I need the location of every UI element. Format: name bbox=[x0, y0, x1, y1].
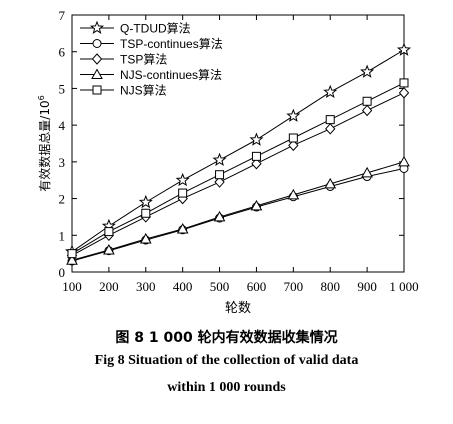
legend-entry-label: Q-TDUD算法 bbox=[120, 21, 191, 36]
data-point-series-3 bbox=[176, 223, 189, 234]
data-point-series-4 bbox=[215, 170, 225, 180]
legend-marker bbox=[92, 39, 102, 48]
data-point-series-4 bbox=[67, 249, 77, 259]
data-point-series-3 bbox=[66, 254, 78, 265]
data-point-series-3 bbox=[250, 199, 263, 211]
y-tick-label: 2 bbox=[59, 192, 66, 207]
x-tick-label: 500 bbox=[210, 279, 230, 294]
legend-marker bbox=[89, 20, 105, 34]
chart-axis-labels: 轮数 有效数据总量/106 bbox=[37, 95, 251, 316]
data-point-series-2 bbox=[251, 157, 262, 170]
legend-entry-label: TSP-continues算法 bbox=[120, 36, 223, 51]
data-point-series-2 bbox=[214, 176, 225, 188]
figure-caption-english-line2: within 1 000 rounds bbox=[167, 380, 286, 395]
data-point-series-2 bbox=[398, 87, 410, 99]
figure-caption-chinese: 图 8 1 000 轮内有效数据收集情况 bbox=[115, 330, 338, 346]
data-point-series-4 bbox=[141, 208, 151, 218]
y-tick-label: 7 bbox=[59, 8, 66, 23]
series-line-3 bbox=[71, 161, 405, 261]
data-point-series-2 bbox=[288, 139, 299, 152]
series-line-4 bbox=[71, 82, 405, 255]
data-point-series-2 bbox=[325, 123, 336, 135]
y-axis-label: 有效数据总量/106 bbox=[37, 95, 52, 191]
y-tick-label: 3 bbox=[59, 155, 66, 170]
y-tick-label: 5 bbox=[59, 81, 66, 96]
data-point-series-4 bbox=[325, 115, 335, 125]
data-point-series-4 bbox=[178, 188, 188, 198]
legend-entry-label: NJS算法 bbox=[120, 83, 167, 98]
data-point-series-3 bbox=[287, 188, 300, 200]
x-tick-label: 300 bbox=[136, 279, 156, 294]
series-line-1 bbox=[71, 167, 405, 262]
y-tick-label: 6 bbox=[59, 45, 66, 60]
legend-entry-label: NJS-continues算法 bbox=[120, 67, 222, 82]
data-point-series-3 bbox=[103, 243, 115, 255]
x-tick-label: 700 bbox=[284, 279, 304, 294]
data-point-series-0 bbox=[323, 84, 338, 99]
y-tick-label: 0 bbox=[59, 265, 66, 280]
x-tick-label: 900 bbox=[357, 279, 377, 294]
data-point-series-3 bbox=[139, 232, 152, 244]
figure-caption-english-line1: Fig 8 Situation of the collection of val… bbox=[94, 353, 359, 368]
data-point-series-3 bbox=[213, 210, 226, 222]
legend-entry-label: TSP算法 bbox=[120, 52, 167, 67]
legend-marker bbox=[91, 53, 103, 65]
data-point-series-0 bbox=[249, 132, 264, 146]
y-tick-label: 1 bbox=[59, 228, 66, 243]
data-point-series-0 bbox=[138, 194, 153, 209]
data-point-series-0 bbox=[396, 42, 412, 56]
plot-frame bbox=[71, 14, 405, 273]
chart-markers bbox=[64, 42, 412, 266]
data-point-series-0 bbox=[286, 108, 301, 122]
data-point-series-4 bbox=[288, 133, 298, 143]
legend-marker bbox=[91, 68, 103, 79]
series-line-2 bbox=[71, 92, 405, 256]
chart-axes: 0 1 2 3 4 5 6 7 100 200 300 400 500 600 700 800 900 1 000 bbox=[59, 8, 419, 294]
x-tick-label: 100 bbox=[62, 279, 82, 294]
line-chart: 0 1 2 3 4 5 6 7 100 200 300 400 500 600 700 800 900 1 000… bbox=[37, 8, 419, 316]
data-point-series-2 bbox=[361, 104, 373, 117]
x-tick-label: 400 bbox=[173, 279, 193, 294]
data-point-series-4 bbox=[104, 227, 114, 237]
y-axis-label-exponent: 6 bbox=[37, 95, 46, 100]
data-point-series-3 bbox=[324, 177, 337, 189]
data-point-series-0 bbox=[175, 172, 190, 187]
series-line-0 bbox=[71, 49, 405, 253]
data-point-series-4 bbox=[399, 78, 409, 88]
data-point-series-3 bbox=[361, 166, 373, 178]
x-tick-label: 1 000 bbox=[389, 279, 418, 294]
data-point-series-4 bbox=[362, 96, 372, 106]
x-tick-label: 200 bbox=[99, 279, 119, 294]
x-tick-label: 600 bbox=[247, 279, 267, 294]
x-axis-label: 轮数 bbox=[225, 301, 251, 316]
x-tick-label: 800 bbox=[320, 279, 340, 294]
data-point-series-4 bbox=[251, 151, 261, 161]
legend-marker bbox=[92, 85, 102, 95]
y-tick-label: 4 bbox=[59, 118, 66, 133]
chart-legend: Q-TDUD算法TSP-continues算法TSP算法NJS-continue… bbox=[80, 21, 223, 98]
data-point-series-3 bbox=[398, 155, 410, 167]
data-point-series-0 bbox=[212, 152, 227, 166]
data-point-series-0 bbox=[360, 64, 375, 78]
chart-series-lines bbox=[71, 49, 405, 262]
